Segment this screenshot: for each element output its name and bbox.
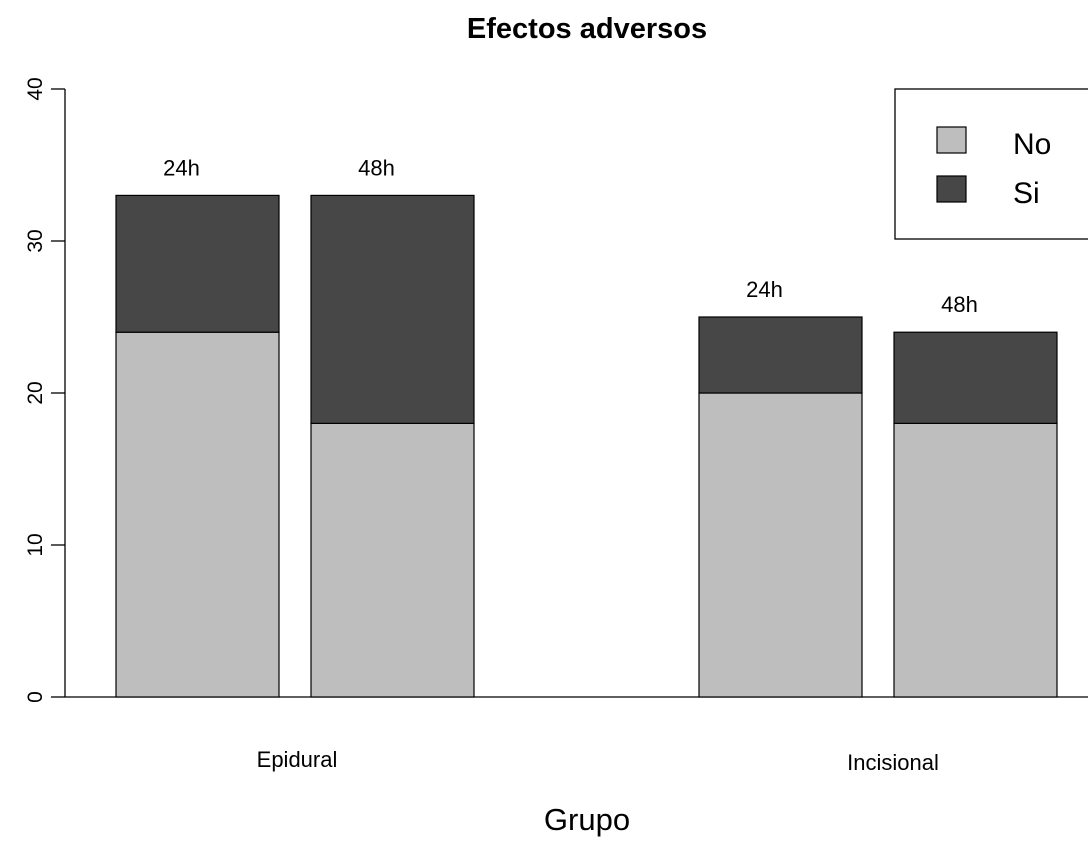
bar-segment-si bbox=[310, 194, 475, 424]
bar-label: 48h bbox=[941, 292, 978, 317]
bar-segment-si bbox=[115, 194, 280, 333]
bar-labels: 24h 48h 24h 48h bbox=[163, 155, 978, 317]
bar-segment-no bbox=[893, 422, 1058, 698]
y-tick-label: 30 bbox=[24, 229, 47, 252]
legend-swatch-si bbox=[936, 175, 967, 203]
bar-segment-no bbox=[698, 392, 863, 698]
bars bbox=[115, 194, 1058, 698]
bar-label: 24h bbox=[746, 277, 783, 302]
legend-box bbox=[894, 88, 1088, 240]
legend-label-si: Si bbox=[1013, 177, 1040, 210]
group-labels: Epidural Incisional bbox=[257, 747, 939, 775]
y-tick-label: 0 bbox=[24, 691, 47, 703]
y-tick-label: 40 bbox=[24, 77, 47, 100]
bar-label: 24h bbox=[163, 155, 200, 180]
chart-title: Efectos adversos bbox=[467, 13, 707, 45]
legend: No Si bbox=[894, 88, 1088, 240]
bar-segment-no bbox=[115, 331, 280, 698]
bar-segment-si bbox=[698, 316, 863, 394]
legend-swatch-no bbox=[936, 126, 967, 154]
legend-label-no: No bbox=[1013, 128, 1051, 161]
group-label: Incisional bbox=[847, 750, 939, 775]
bar-segment-no bbox=[310, 422, 475, 698]
bar-segment-si bbox=[893, 331, 1058, 425]
bar-label: 48h bbox=[358, 155, 395, 180]
y-tick-label: 10 bbox=[24, 533, 47, 556]
x-axis-label: Grupo bbox=[544, 802, 630, 837]
group-label: Epidural bbox=[257, 747, 338, 772]
y-tick-label: 20 bbox=[24, 381, 47, 404]
